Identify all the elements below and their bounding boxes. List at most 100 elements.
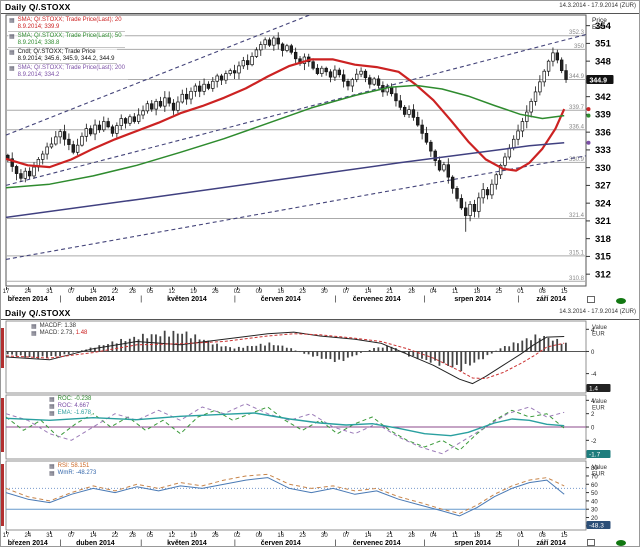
roc-panel[interactable]: Value EUR 4 2 0 -2 -1.7 ▦ ROC: -0.238 ▦ ROC: 4.66… <box>1 394 639 460</box>
value-axis-label: Value <box>592 399 608 405</box>
candle-down <box>27 170 32 177</box>
histogram-bar <box>403 351 406 354</box>
candle-up <box>507 147 512 158</box>
candle-down <box>376 78 381 86</box>
histogram-bar <box>482 351 484 360</box>
histogram-bar <box>207 340 210 352</box>
legend-item[interactable]: ▦ MACD: 2.73, 1.48 <box>31 330 90 337</box>
legend-item-candle[interactable]: ▦ Cndl; Q/.STOXX; Trade Price 8.9.2014; 34… <box>8 48 118 64</box>
candle-up <box>141 110 145 116</box>
indicator-value-marker <box>586 521 611 529</box>
candle-down <box>293 51 298 60</box>
axis-tick-mark <box>520 531 522 534</box>
legend-item[interactable]: ▦ EMA: -1.678 <box>49 410 94 417</box>
axis-month-separator: | <box>59 540 62 547</box>
candle-down <box>416 117 420 126</box>
legend-item-sma20[interactable]: ▦ SMA; Q/.STOXX; Trade Price(Last); 20 8.9… <box>8 16 125 32</box>
candle-up <box>211 80 215 89</box>
axis-tick-label: 28 <box>129 289 136 295</box>
legend-item[interactable]: ▦ MACDF: 1.38 <box>31 323 79 330</box>
histogram-bar <box>255 345 258 352</box>
histogram-bar <box>272 345 275 352</box>
axis-month-label: červen 2014 <box>260 296 301 303</box>
histogram-bar <box>246 345 249 352</box>
price-axis-tick: 315 <box>595 252 612 263</box>
axis-tick-label: 02 <box>233 533 241 539</box>
axis-tick-mark <box>193 531 195 534</box>
histogram-bar <box>329 351 332 360</box>
legend-item-sma50[interactable]: ▦ SMA; Q/.STOXX; Trade Price(Last); 50 8.9… <box>8 32 125 48</box>
candle-up <box>193 85 198 92</box>
candle-down <box>267 39 272 46</box>
axis-month-separator: | <box>334 540 337 547</box>
value-axis-tick: 30 <box>591 508 598 514</box>
axis-tick-mark <box>27 287 29 290</box>
histogram-bar <box>434 351 436 361</box>
value-axis-label: Value <box>592 465 608 471</box>
price-chart-panel[interactable]: 352.3 350 344.9 339.7 336.4 330.9 321.4 315.1 31… <box>1 14 639 287</box>
axis-tick-mark <box>237 287 239 290</box>
roc-legend: ▦ ROC: -0.238 ▦ ROC: 4.667 ▦ EMA: -1.678 <box>49 396 94 417</box>
axis-tick-label: 05 <box>146 533 154 539</box>
price-axis-tick: 342 <box>595 92 611 103</box>
candle-up <box>272 37 276 46</box>
candle-down <box>464 207 468 216</box>
value-axis-tick: 50 <box>591 491 598 497</box>
sma-50-line <box>6 84 565 189</box>
legend-item[interactable]: ▦ ROC: 4.667 <box>49 403 92 410</box>
status-indicator-dot <box>616 540 626 546</box>
candle-up <box>285 45 289 51</box>
axis-tick-mark <box>149 287 151 290</box>
macd-panel[interactable]: Value EUR 4 0 -4 1.4 ▦ MACDF: 1.38 ▦ MACD: 2.73,… <box>1 320 639 394</box>
sma-20-line <box>6 58 566 172</box>
candle-up <box>442 164 446 171</box>
price-level-label: 315.1 <box>569 250 585 256</box>
histogram-bar <box>560 343 563 352</box>
histogram-bar <box>556 338 559 352</box>
histogram-bar <box>290 348 293 352</box>
legend-text: SMA; Q/.STOXX; Trade Price(Last); 200 8.9… <box>17 65 125 78</box>
axis-tick-label: 23 <box>299 533 306 539</box>
histogram-bar <box>551 340 554 352</box>
candle-down <box>363 70 368 79</box>
main-chart-header: Daily Q/.STOXX 14.3.2014 - 17.9.2014 (ZU… <box>1 1 639 14</box>
histogram-bar <box>429 351 432 363</box>
histogram-bar <box>15 351 18 357</box>
candle-up <box>468 203 472 216</box>
price-axis-tick: 327 <box>595 181 611 192</box>
axis-tick-label: 24 <box>24 533 32 539</box>
axis-tick-label: 18 <box>473 533 481 539</box>
legend-item-sma200[interactable]: ▦ SMA; Q/.STOXX; Trade Price(Last); 200 8.… <box>8 64 128 80</box>
value-axis-tick: -2 <box>591 439 597 445</box>
axis-tick-label: 17 <box>2 533 10 539</box>
axis-month-separator: | <box>423 296 426 303</box>
axis-month-label: srpen 2014 <box>454 296 491 303</box>
candle-down <box>110 126 115 134</box>
histogram-bar <box>469 351 471 366</box>
histogram-bar <box>455 351 458 365</box>
histogram-bar <box>442 351 445 364</box>
legend-item[interactable]: ▦ RSI: 58.151 <box>49 463 92 470</box>
legend-item[interactable]: ▦ WmR: -48.273 <box>49 470 99 477</box>
axis-tick-mark <box>149 531 151 534</box>
macd-plot-area[interactable] <box>5 320 587 394</box>
price-axis-tick: 348 <box>595 56 611 67</box>
legend-item[interactable]: ▦ ROC: -0.238 <box>49 396 94 403</box>
histogram-bar <box>351 351 354 357</box>
histogram-bar <box>377 347 380 352</box>
value-axis-tick: 20 <box>591 516 598 522</box>
candle-up <box>355 73 359 80</box>
oscillators-plot-area[interactable] <box>5 460 587 531</box>
axis-tick-mark <box>346 531 348 534</box>
candle-up <box>115 125 119 134</box>
histogram-bar <box>163 330 166 352</box>
axis-tick-mark <box>367 287 369 290</box>
oscillator-axis-marker <box>1 464 4 526</box>
histogram-bar <box>294 350 297 352</box>
candle-up <box>490 183 494 196</box>
oscillator-panel[interactable]: ValueEUR8070605040302010-48.3 ▦RSI: 58.1… <box>1 460 639 531</box>
candle-down <box>433 150 437 161</box>
axis-tick-label: 17 <box>2 289 10 295</box>
macd-legend: ▦ MACDF: 1.38 ▦ MACD: 2.73, 1.48 <box>31 323 90 337</box>
